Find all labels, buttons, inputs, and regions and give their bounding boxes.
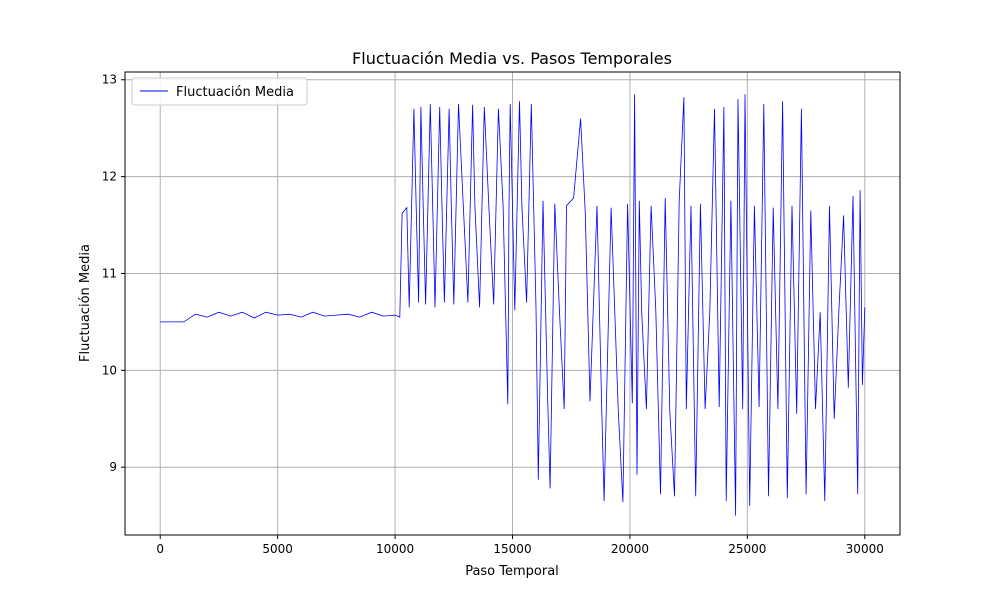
- x-tick-label: 5000: [262, 542, 293, 556]
- x-tick-label: 10000: [376, 542, 414, 556]
- legend-box: [131, 77, 308, 106]
- data-series: [160, 94, 866, 516]
- x-tick-label: 0: [156, 542, 164, 556]
- chart-title: Fluctuación Media vs. Pasos Temporales: [352, 49, 672, 68]
- y-axis-label: Fluctuación Media: [78, 244, 93, 362]
- x-tick-label: 25000: [728, 542, 766, 556]
- x-tick-label: 20000: [611, 542, 649, 556]
- y-tick-label: 11: [102, 266, 117, 280]
- y-tick-label: 9: [109, 460, 117, 474]
- y-tick-label: 12: [102, 170, 117, 184]
- y-tick-label: 13: [102, 73, 117, 87]
- grid-lines: [125, 72, 900, 535]
- legend-label: Fluctuación Media: [176, 85, 294, 100]
- x-tick-label: 30000: [846, 542, 884, 556]
- y-ticks: 9 10 11 12 13: [102, 73, 125, 474]
- y-tick-label: 10: [102, 363, 117, 377]
- x-axis-label: Paso Temporal: [465, 564, 559, 579]
- series-line: [160, 94, 866, 516]
- x-ticks: 0 5000 10000 15000 20000 25000 30000: [156, 535, 884, 556]
- x-tick-label: 15000: [493, 542, 531, 556]
- legend: Fluctuación Media: [131, 77, 308, 106]
